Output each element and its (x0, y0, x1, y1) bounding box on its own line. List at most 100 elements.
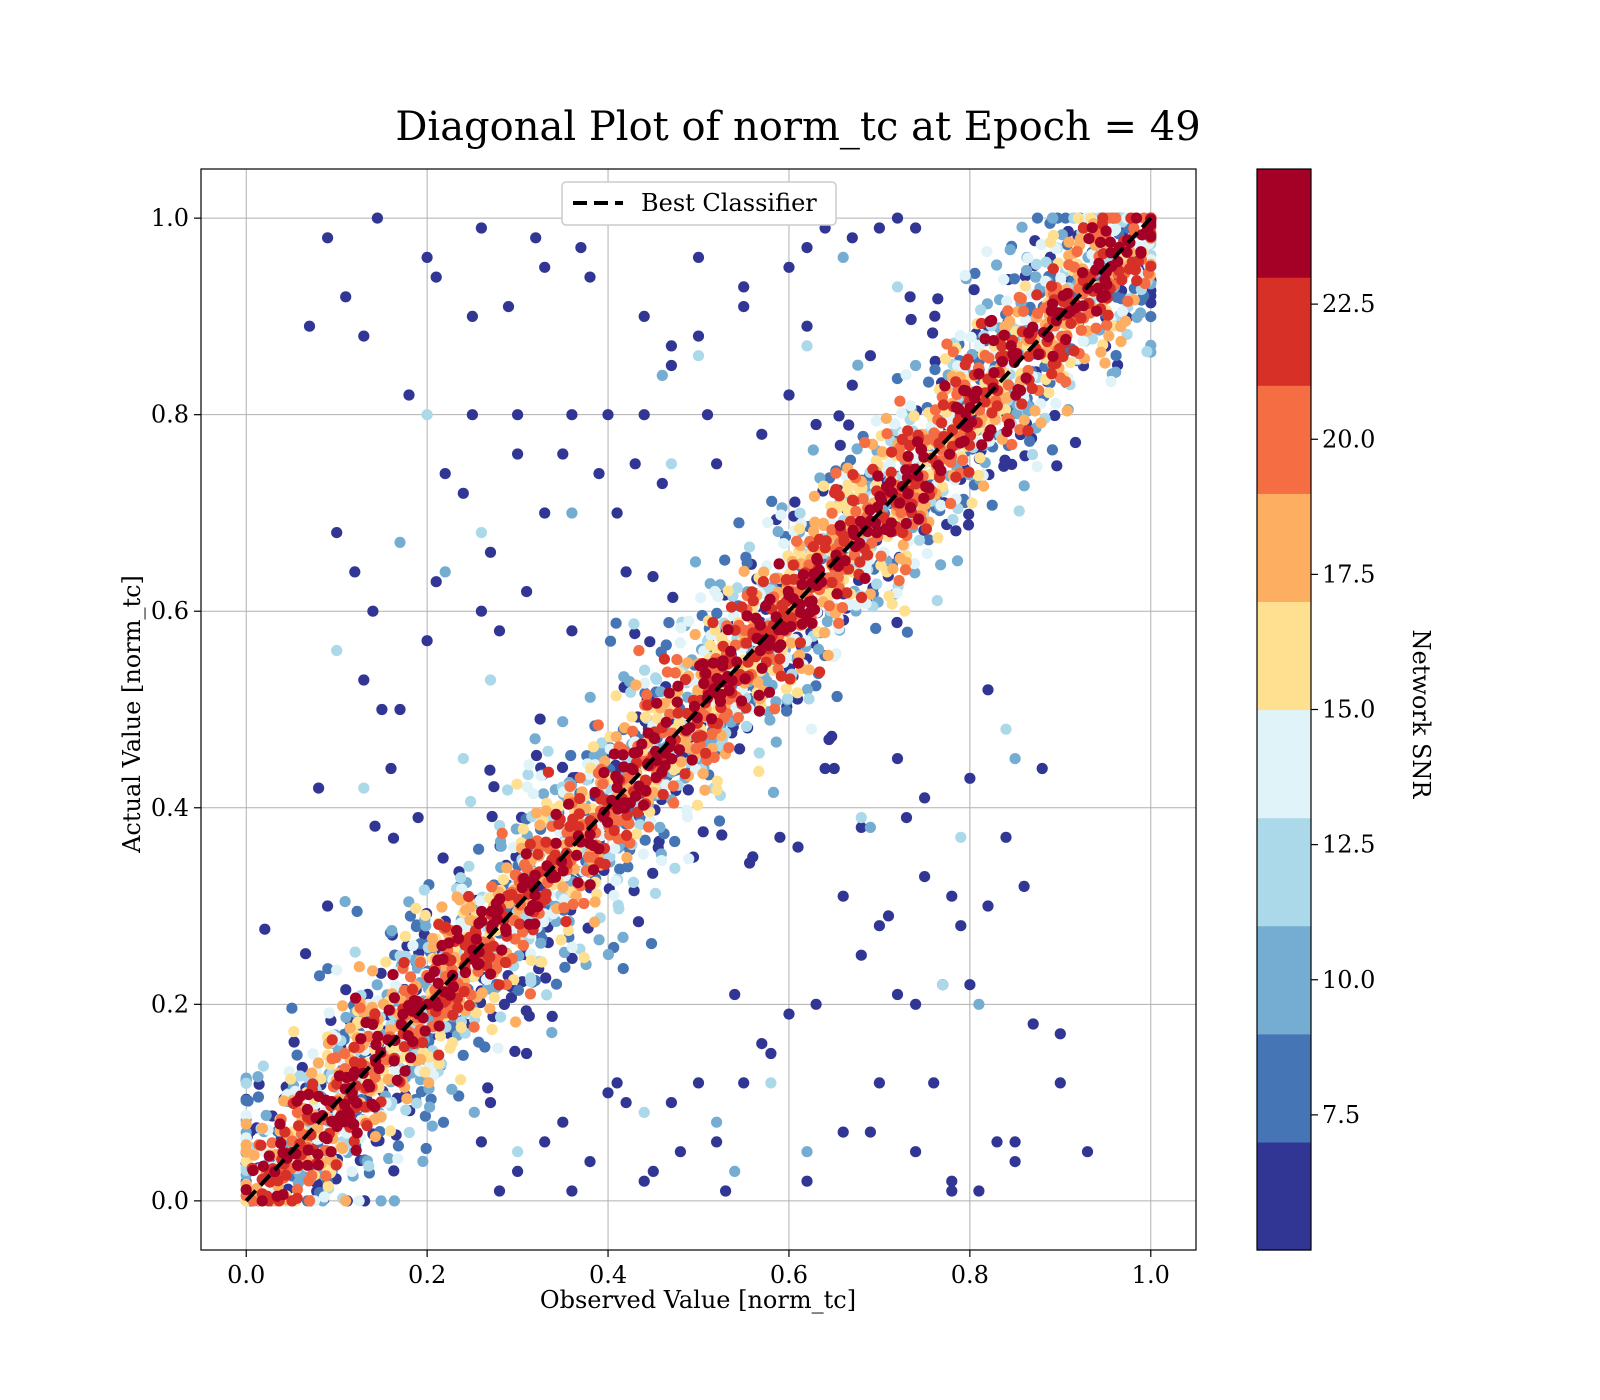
scatter-point (611, 1077, 623, 1089)
scatter-point (921, 548, 933, 560)
scatter-point (743, 541, 756, 553)
scatter-point (394, 703, 406, 716)
scatter-point (1002, 379, 1015, 391)
scatter-point (566, 409, 578, 421)
scatter-point (651, 673, 663, 686)
scatter-point (525, 955, 537, 967)
scatter-point (1018, 414, 1030, 426)
scatter-point (303, 320, 316, 332)
scatter-point (672, 707, 684, 719)
scatter-point (826, 524, 838, 536)
scatter-point (639, 677, 651, 689)
scatter-point (620, 1097, 632, 1109)
scatter-point (806, 595, 818, 607)
scatter-point (679, 768, 691, 780)
scatter-point (899, 605, 911, 617)
scatter-point (609, 842, 621, 855)
scatter-point (1131, 275, 1143, 287)
scatter-point (669, 862, 681, 874)
scatter-point (757, 576, 770, 588)
scatter-point (312, 1159, 324, 1171)
scatter-point (760, 600, 772, 612)
scatter-point (371, 212, 383, 224)
scatter-point (665, 340, 678, 352)
scatter-point (439, 566, 451, 578)
scatter-point (1130, 212, 1143, 224)
scatter-point (313, 970, 326, 982)
scatter-point (288, 1036, 300, 1048)
scatter-point (833, 410, 845, 422)
scatter-point (932, 532, 944, 544)
scatter-point (982, 900, 994, 912)
scatter-point (725, 645, 737, 658)
scatter-point (775, 509, 787, 521)
scatter-point (423, 972, 435, 984)
scatter-point (291, 1192, 303, 1204)
scatter-point (647, 571, 659, 583)
scatter-point (929, 310, 941, 322)
scatter-point (811, 554, 824, 566)
scatter-point (388, 1165, 400, 1177)
scatter-point (341, 1071, 353, 1084)
scatter-point (706, 728, 718, 741)
scatter-point (1056, 229, 1068, 241)
scatter-point (714, 695, 727, 708)
scatter-point (541, 989, 553, 1001)
scatter-point (1030, 271, 1042, 283)
scatter-point (593, 843, 605, 855)
scatter-point (421, 409, 433, 421)
scatter-point (628, 747, 640, 759)
scatter-point (657, 788, 669, 801)
scatter-point (904, 502, 917, 514)
scatter-point (320, 1170, 332, 1182)
colorbar-segment (1257, 925, 1311, 1035)
colorbar-tick-label: 17.5 (1322, 560, 1375, 588)
scatter-point (540, 836, 552, 848)
scatter-point (375, 1195, 387, 1207)
x-axis-ticks: 0.0 0.2 0.4 0.6 0.8 1.0 (227, 1250, 1170, 1289)
scatter-point (1135, 246, 1147, 258)
scatter-point (862, 549, 874, 561)
scatter-point (837, 1126, 849, 1138)
scatter-point (1081, 1146, 1094, 1158)
scatter-point (955, 831, 967, 843)
scatter-point (322, 963, 334, 975)
scatter-point (683, 853, 695, 865)
scatter-point (493, 1185, 506, 1197)
scatter-point (511, 1165, 524, 1177)
scatter-point (557, 716, 569, 728)
scatter-point (823, 600, 835, 612)
scatter-point (1069, 436, 1082, 449)
scatter-point (1016, 398, 1028, 410)
scatter-point (986, 499, 998, 511)
scatter-point (964, 772, 976, 784)
scatter-point (1027, 1018, 1039, 1030)
scatter-point (650, 754, 663, 767)
scatter-point (433, 1057, 445, 1070)
scatter-point (639, 711, 652, 723)
scatter-point (312, 1122, 324, 1134)
scatter-point (430, 576, 442, 588)
scatter-point (1045, 305, 1057, 317)
scatter-point (1009, 1136, 1021, 1148)
scatter-point (470, 1007, 482, 1019)
scatter-point (520, 848, 532, 860)
scatter-point (1005, 340, 1017, 352)
scatter-point (831, 588, 843, 600)
scatter-point (1060, 212, 1072, 224)
scatter-point (1110, 212, 1122, 224)
scatter-point (578, 952, 590, 964)
scatter-point (463, 890, 475, 903)
scatter-point (539, 1136, 551, 1148)
scatter-point (692, 799, 704, 811)
scatter-point (905, 400, 917, 412)
scatter-point (340, 1011, 352, 1024)
scatter-point (291, 1049, 303, 1061)
scatter-point (891, 988, 904, 1001)
scatter-point (401, 1093, 413, 1105)
scatter-point (1054, 1028, 1066, 1040)
scatter-point (584, 828, 596, 840)
scatter-point (736, 601, 748, 613)
scatter-point (527, 788, 539, 800)
scatter-point (864, 1126, 877, 1138)
